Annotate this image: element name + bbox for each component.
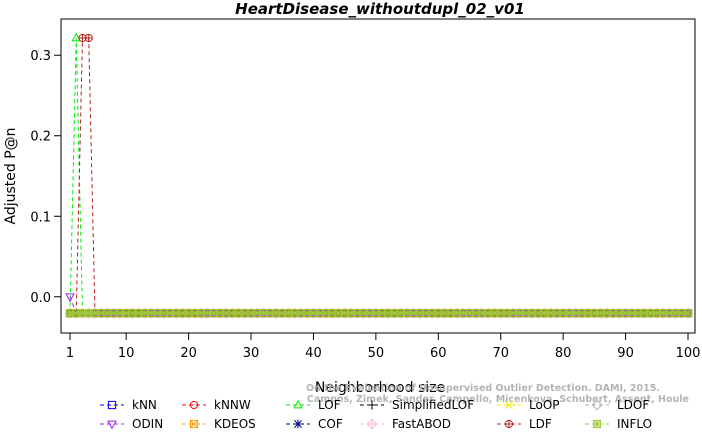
x-tick-label: 30 — [243, 346, 260, 361]
plot-frame — [60, 18, 696, 334]
legend-label: INFLO — [617, 417, 652, 431]
legend-entry-kdeos: KDEOS — [182, 417, 256, 431]
series-lof — [65, 32, 693, 317]
legend-entry-fastabod: FastABOD — [360, 417, 451, 431]
legend-marker — [293, 399, 303, 409]
x-tick-label: 20 — [180, 346, 197, 361]
x-axis-label: Neighborhood size — [315, 380, 445, 396]
legend-label: ODIN — [132, 417, 163, 431]
series-line-ldf — [70, 37, 688, 314]
chart-title: HeartDisease_withoutdupl_02_v01 — [235, 0, 525, 18]
data-point-lof — [71, 32, 82, 42]
series-line-lof — [69, 37, 688, 314]
x-tick-label: 100 — [676, 346, 701, 361]
legend-label: LOF — [318, 398, 341, 412]
series-ldf — [65, 33, 693, 318]
x-tick-label: 1 — [66, 346, 74, 361]
series-inflo — [65, 309, 693, 318]
legend-entry-loop: LoOP — [497, 398, 560, 412]
x-tick-label: 40 — [305, 346, 322, 361]
legend-marker — [505, 401, 513, 409]
legend-label: kNNW — [214, 398, 251, 412]
y-tick-label: 0.1 — [30, 210, 51, 225]
legend-label: COF — [318, 417, 343, 431]
legend-entry-cof: COF — [286, 417, 343, 431]
legend-label: LoOP — [529, 398, 560, 412]
legend-entry-ldf: LDF — [497, 417, 552, 431]
legend: kNN kNNW LOF SimplifiedLOF LoOP LDOF ODIN KDEOS… — [100, 398, 652, 431]
x-tick-label: 10 — [118, 346, 135, 361]
legend-entry-simplifiedlof: SimplifiedLOF — [360, 398, 474, 412]
legend-label: SimplifiedLOF — [392, 398, 474, 412]
x-tick-label: 90 — [617, 346, 634, 361]
y-tick-label: 0.3 — [30, 49, 51, 64]
legend-entry-lof: LOF — [286, 398, 341, 412]
x-tick-label: 50 — [368, 346, 385, 361]
legend-entry-odin: ODIN — [100, 417, 163, 431]
watermark-line-1: Campos, Zimek, Sander, Campello, Micenko… — [307, 394, 689, 405]
x-tick-label: 80 — [555, 346, 572, 361]
legend-entry-knnw: kNNW — [182, 398, 251, 412]
x-tick-label: 70 — [492, 346, 509, 361]
legend-label: LDF — [529, 417, 552, 431]
legend-label: KDEOS — [214, 417, 256, 431]
legend-label: LDOF — [617, 398, 649, 412]
legend-label: kNN — [132, 398, 157, 412]
y-tick-label: 0.0 — [30, 291, 51, 306]
legend-marker — [592, 419, 602, 429]
x-axis: 1 10 20 30 40 50 60 70 80 90 100 — [66, 332, 701, 361]
y-tick-label: 0.2 — [30, 130, 51, 145]
legend-entry-inflo: INFLO — [585, 417, 652, 431]
legend-marker — [366, 418, 378, 430]
x-tick-label: 60 — [430, 346, 447, 361]
watermark-line-2: On the Evaluation of Unsupervised Outlie… — [306, 383, 660, 394]
legend-marker — [504, 419, 514, 429]
legend-marker — [293, 419, 303, 429]
legend-marker — [189, 419, 199, 429]
legend-label: FastABOD — [392, 417, 451, 431]
y-axis: 0.0 0.1 0.2 0.3 — [30, 49, 62, 306]
legend-marker — [367, 400, 377, 410]
data-point-inflo — [683, 309, 693, 318]
legend-marker — [107, 420, 117, 430]
plot-area — [64, 32, 694, 319]
data-point-odin — [65, 293, 75, 303]
legend-marker — [591, 399, 603, 411]
y-axis-label: Adjusted P@n — [3, 127, 19, 224]
data-point-ldf — [84, 33, 93, 43]
legend-entry-ldof: LDOF — [585, 398, 649, 412]
legend-entry-knn: kNN — [100, 398, 157, 412]
legend-marker — [107, 400, 117, 410]
legend-marker — [189, 400, 199, 410]
